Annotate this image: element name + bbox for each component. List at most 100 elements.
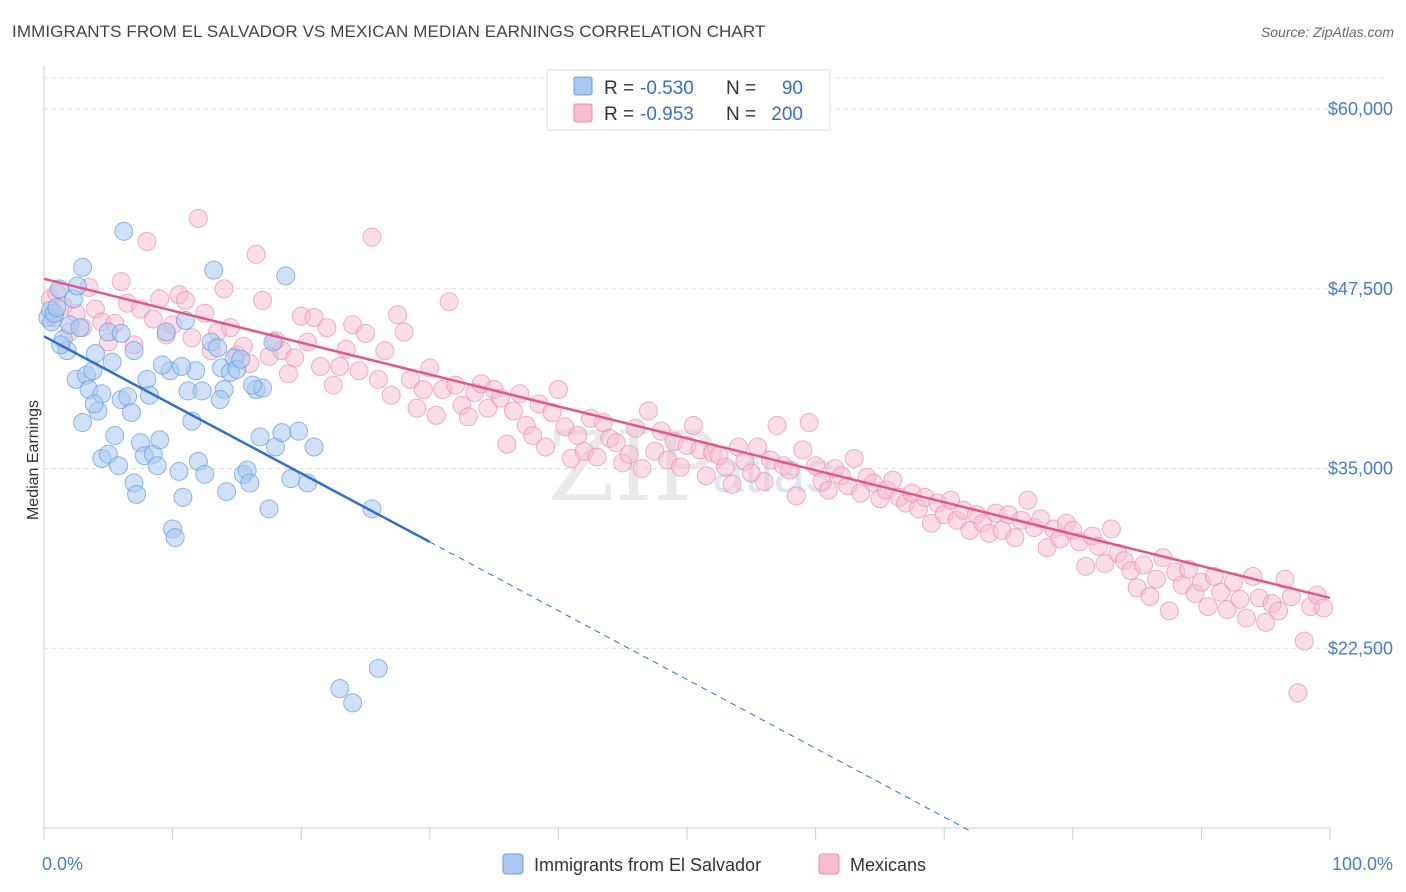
mexicans-point-12 — [111, 272, 131, 292]
trend-lines — [43, 277, 1331, 832]
mexicans-point-196 — [1294, 631, 1314, 651]
y-tick-label-0: $22,500 — [1328, 638, 1393, 658]
mexicans-point-73 — [503, 401, 523, 421]
el-salvador-point-23 — [105, 425, 125, 445]
mexicans-point-155 — [1031, 509, 1051, 529]
el-salvador-point-83 — [152, 355, 172, 375]
el-salvador-point-69 — [276, 266, 296, 286]
el-salvador-point-4 — [47, 298, 67, 318]
mexicans-point-52 — [368, 369, 388, 389]
series-el-salvador-points — [38, 221, 388, 713]
mexicans-point-89 — [606, 433, 626, 453]
legend-r-value-0: -0.530 — [640, 78, 694, 99]
legend-frame — [546, 69, 831, 131]
el-salvador-point-89 — [111, 323, 131, 343]
chart-source: Source: ZipAtlas.com — [1260, 24, 1394, 40]
mexicans-point-162 — [1076, 556, 1096, 576]
x-tick-label-1: 100.0% — [1332, 854, 1393, 874]
mexicans-point-78 — [536, 437, 556, 457]
mexicans-point-17 — [143, 309, 163, 329]
mexicans-point-107 — [722, 474, 742, 494]
mexicans-point-119 — [799, 413, 819, 433]
el-salvador-point-11 — [70, 318, 90, 338]
mexicans-trend-line — [43, 277, 1331, 600]
mexicans-point-42 — [304, 308, 324, 328]
mexicans-point-50 — [356, 323, 375, 343]
mexicans-point-53 — [375, 341, 395, 361]
mexicans-point-190 — [1256, 612, 1276, 632]
bottom-legend-swatch-blue — [502, 853, 524, 875]
mexicans-point-187 — [1236, 608, 1256, 628]
mexicans-point-34 — [253, 290, 273, 310]
mexicans-point-114 — [767, 415, 787, 435]
mexicans-point-45 — [323, 375, 343, 395]
y-axis-title: Median Earnings — [25, 400, 42, 520]
legend-n-value-1: 200 — [771, 104, 803, 125]
mexicans-point-186 — [1230, 589, 1250, 609]
el-salvador-point-74 — [330, 679, 350, 699]
el-salvador-trend-extension — [429, 541, 971, 832]
chart-title: IMMIGRANTS FROM EL SALVADOR VS MEXICAN M… — [12, 22, 766, 41]
el-salvador-point-27 — [118, 387, 138, 407]
legend-box: R = -0.530 N = 90 R = -0.953 N = 200 — [546, 69, 831, 131]
mexicans-point-44 — [317, 318, 337, 338]
el-salvador-point-36 — [147, 456, 167, 476]
mexicans-point-171 — [1134, 555, 1154, 575]
legend-n-label-1: N = — [726, 104, 756, 125]
mexicans-point-165 — [1095, 553, 1115, 573]
mexicans-point-22 — [175, 290, 195, 310]
mexicans-point-101 — [683, 415, 703, 435]
el-salvador-point-49 — [192, 381, 212, 401]
mexicans-point-79 — [542, 402, 562, 422]
bottom-legend: Immigrants from El Salvador Mexicans — [502, 853, 926, 875]
legend-swatch-blue — [573, 76, 593, 96]
el-salvador-point-86 — [231, 349, 251, 369]
el-salvador-point-42 — [169, 461, 189, 481]
mexicans-point-192 — [1269, 601, 1289, 621]
mexicans-point-24 — [188, 208, 208, 228]
el-salvador-point-77 — [368, 658, 388, 678]
mexicans-point-181 — [1198, 597, 1218, 617]
mexicans-point-99 — [671, 457, 691, 477]
mexicans-point-58 — [407, 398, 427, 418]
legend-swatch-pink — [573, 103, 593, 123]
el-salvador-point-87 — [242, 375, 262, 395]
legend-r-label-1: R = — [604, 104, 634, 125]
el-salvador-point-13 — [73, 257, 93, 277]
mexicans-point-91 — [619, 444, 639, 464]
el-salvador-point-71 — [289, 421, 309, 441]
el-salvador-point-75 — [343, 693, 363, 713]
axes — [43, 66, 1331, 840]
y-tick-label-1: $35,000 — [1328, 459, 1393, 479]
mexicans-point-195 — [1288, 683, 1308, 703]
mexicans-point-172 — [1140, 587, 1160, 607]
mexicans-point-199 — [1314, 598, 1334, 618]
mexicans-point-183 — [1211, 582, 1231, 602]
mexicans-point-118 — [793, 440, 813, 460]
mexicans-point-151 — [1005, 528, 1025, 548]
el-salvador-point-30 — [127, 484, 147, 504]
el-salvador-point-50 — [195, 464, 215, 484]
mexicans-point-132 — [883, 470, 903, 490]
mexicans-point-69 — [478, 398, 498, 418]
el-salvador-point-80 — [84, 394, 104, 414]
mexicans-point-80 — [548, 379, 568, 399]
mexicans-point-46 — [330, 356, 350, 376]
mexicans-point-76 — [523, 425, 543, 445]
el-salvador-point-68 — [272, 423, 292, 443]
el-salvador-point-85 — [210, 390, 230, 410]
legend-n-value-0: 90 — [782, 78, 803, 99]
mexicans-point-55 — [388, 305, 408, 325]
mexicans-point-28 — [214, 279, 234, 299]
mexicans-point-112 — [754, 472, 774, 492]
el-salvador-point-37 — [150, 430, 170, 450]
mexicans-point-63 — [439, 292, 459, 312]
mexicans-point-33 — [246, 244, 266, 264]
el-salvador-point-81 — [102, 352, 122, 372]
el-salvador-point-38 — [156, 322, 176, 342]
bottom-legend-label-el-salvador: Immigrants from El Salvador — [534, 855, 761, 875]
legend-r-label-0: R = — [604, 78, 634, 99]
y-tick-label-2: $47,500 — [1328, 279, 1393, 299]
el-salvador-point-24 — [109, 456, 129, 476]
el-salvador-point-82 — [121, 402, 141, 422]
